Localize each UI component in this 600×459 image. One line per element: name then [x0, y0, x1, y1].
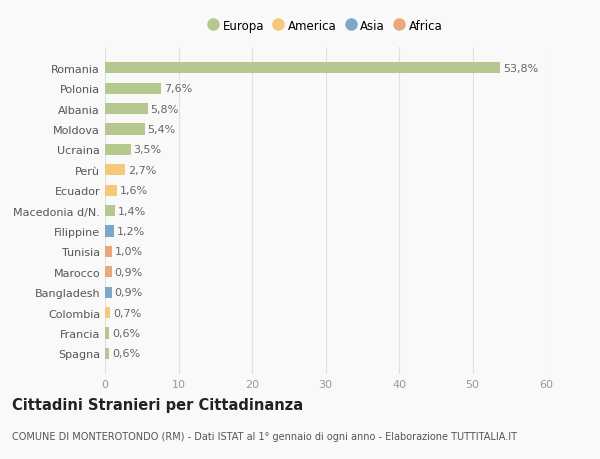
Text: 1,0%: 1,0%: [115, 247, 143, 257]
Text: 2,7%: 2,7%: [128, 165, 156, 175]
Bar: [105, 165, 125, 176]
Text: 7,6%: 7,6%: [164, 84, 192, 94]
Text: 0,9%: 0,9%: [115, 267, 143, 277]
Text: 1,2%: 1,2%: [117, 226, 145, 236]
Bar: [105, 124, 145, 135]
Text: 0,6%: 0,6%: [112, 349, 140, 358]
Text: 53,8%: 53,8%: [503, 64, 539, 73]
Bar: [105, 246, 112, 257]
Text: 0,7%: 0,7%: [113, 308, 142, 318]
Bar: [105, 226, 114, 237]
Text: 1,4%: 1,4%: [118, 206, 146, 216]
Bar: [105, 308, 110, 319]
Bar: [105, 104, 148, 115]
Bar: [105, 84, 161, 95]
Text: 0,9%: 0,9%: [115, 288, 143, 297]
Text: 1,6%: 1,6%: [120, 186, 148, 196]
Bar: [105, 145, 131, 156]
Bar: [105, 185, 117, 196]
Bar: [105, 63, 500, 74]
Legend: Europa, America, Asia, Africa: Europa, America, Asia, Africa: [204, 15, 447, 37]
Text: Cittadini Stranieri per Cittadinanza: Cittadini Stranieri per Cittadinanza: [12, 397, 303, 412]
Text: COMUNE DI MONTEROTONDO (RM) - Dati ISTAT al 1° gennaio di ogni anno - Elaborazio: COMUNE DI MONTEROTONDO (RM) - Dati ISTAT…: [12, 431, 517, 442]
Text: 5,4%: 5,4%: [148, 125, 176, 134]
Text: 3,5%: 3,5%: [134, 145, 162, 155]
Bar: [105, 206, 115, 217]
Text: 0,6%: 0,6%: [112, 328, 140, 338]
Bar: [105, 267, 112, 278]
Bar: [105, 328, 109, 339]
Bar: [105, 287, 112, 298]
Text: 5,8%: 5,8%: [151, 104, 179, 114]
Bar: [105, 348, 109, 359]
